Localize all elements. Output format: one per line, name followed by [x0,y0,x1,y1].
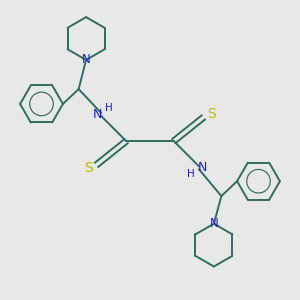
Text: N: N [93,108,102,121]
Text: H: H [187,169,195,179]
Text: S: S [207,107,216,121]
Text: S: S [84,161,93,176]
Text: N: N [82,53,91,66]
Text: N: N [209,217,218,230]
Text: H: H [105,103,113,113]
Text: N: N [198,161,207,174]
